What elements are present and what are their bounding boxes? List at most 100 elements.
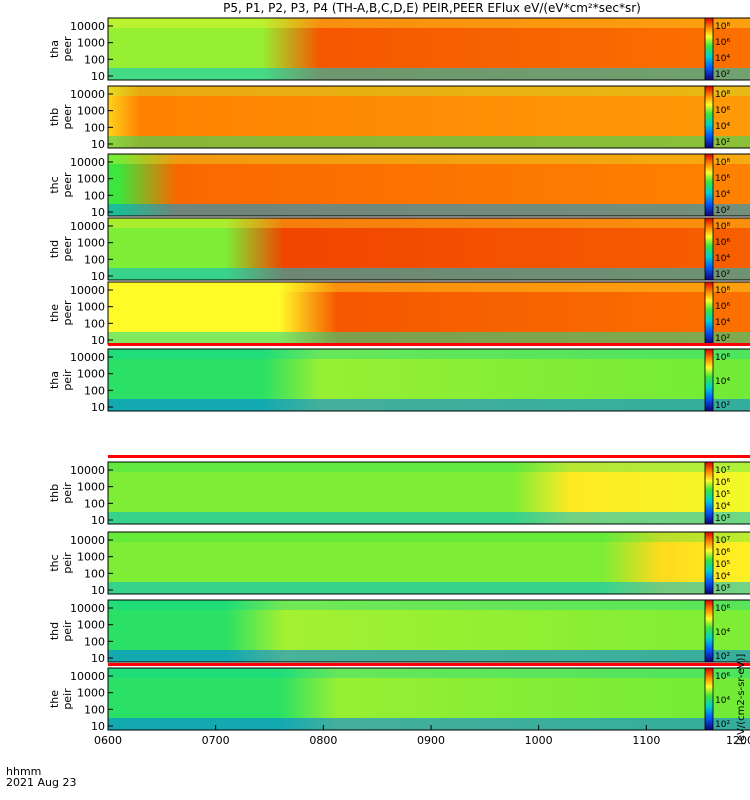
colorbar-tick-label: 10² [715,720,730,730]
high-energy-band [108,218,750,228]
colorbar-tick-label: 10⁷ [715,466,730,476]
colorbar-tick-label: 10² [715,70,730,80]
y-tick-label: 100 [84,253,105,266]
colorbar [704,281,714,345]
colorbar-tick-label: 10⁶ [715,106,730,116]
colorbar [704,667,714,731]
x-tick-label: 1100 [632,734,660,747]
colorbar-tick-label: 10⁴ [715,54,730,64]
panel-label: thdpeir [48,620,74,642]
panel-label-type: peer [61,36,74,62]
chart-title: P5, P1, P2, P3, P4 (TH-A,B,C,D,E) PEIR,P… [223,1,641,15]
colorbar-tick-label: 10² [715,270,730,280]
y-tick-label: 100 [84,384,105,397]
panel-frame [107,85,750,149]
panel-thc-peer: 10 100 1000 10000 thcpeer 10⁸ 10⁶ 10⁴ 10² [48,153,750,219]
high-energy-band [108,532,750,542]
low-energy-band [108,582,750,594]
panel-label-type: peir [61,620,74,642]
colorbar-tick-label: 10⁴ [715,502,730,512]
separator-tha-thb [108,455,750,458]
panel-frame [107,17,750,81]
panel-label: thapeer [48,36,74,62]
y-tick-label: 10 [91,206,105,219]
x-tick-label: 0800 [309,734,337,747]
high-energy-band [108,349,750,359]
high-energy-band [108,282,750,292]
colorbar-tick-label: 10⁴ [715,628,730,638]
low-energy-band [108,136,750,148]
x-tick-label: 1200 [726,734,750,747]
spectrogram-panels: 10100100010000thapeer10⁸10⁶10⁴10²1010010… [48,17,750,733]
x-axis-label: hhmm [6,765,42,778]
panel-label: thapeir [48,369,74,391]
high-energy-band [108,668,750,678]
separator-peer-peir [108,343,750,346]
y-tick-label: 10000 [70,220,105,233]
y-tick-label: 1000 [77,105,105,118]
y-tick-label: 1000 [77,301,105,314]
time-axis: 0600 0700 0800 0900 1000 1100 1200 [94,725,750,747]
panel-label-type: peir [61,688,74,710]
colorbar-tick-label: 10⁴ [715,318,730,328]
colorbar-tick-label: 10⁶ [715,478,730,488]
colorbar-tick-label: 10⁶ [715,38,730,48]
colorbar [704,85,714,149]
y-tick-label: 10 [91,584,105,597]
colorbar-tick-label: 10⁶ [715,353,730,363]
colorbar-unit-label: [eV/(cm2-s-sr-eV)] [736,654,747,745]
y-tick-label: 1000 [77,551,105,564]
y-tick-label: 10000 [70,670,105,683]
colorbar [704,531,714,595]
panel-frame [107,217,750,281]
y-tick-label: 10 [91,514,105,527]
panel-label-probe: tha [48,371,61,389]
panel-label-probe: tha [48,40,61,58]
panel-thc-peir: 10 100 1000 10000 thcpeir 10⁷ 10⁶ 10⁵ 10⁴ 10³ [48,531,750,597]
x-tick-label: 0600 [94,734,122,747]
panel-label: thepeer [48,300,74,326]
panel-label-probe: thd [48,622,61,640]
colorbar-tick-label: 10⁵ [715,490,730,500]
panel-label-probe: thb [48,484,61,502]
colorbar-tick-label: 10² [715,138,730,148]
colorbar-tick-label: 10⁶ [715,174,730,184]
panel-label-type: peir [61,552,74,574]
x-tick-label: 0700 [202,734,230,747]
colorbar [704,461,714,525]
colorbar [704,153,714,217]
low-energy-band [108,204,750,216]
colorbar-tick-label: 10⁶ [715,302,730,312]
high-energy-band [108,86,750,96]
y-tick-label: 1000 [77,237,105,250]
colorbar-tick-label: 10⁸ [715,22,730,32]
low-energy-band [108,512,750,524]
y-tick-label: 100 [84,189,105,202]
panel-label: thbpeir [48,482,74,504]
colorbar-tick-label: 10⁴ [715,254,730,264]
panel-label-type: peer [61,300,74,326]
colorbar-tick-label: 10² [715,206,730,216]
panel-label-probe: the [48,304,61,322]
colorbar-tick-label: 10⁷ [715,536,730,546]
high-energy-band [108,462,750,472]
panel-label-probe: thd [48,240,61,258]
colorbar-tick-label: 10³ [715,514,730,524]
colorbar-tick-label: 10⁴ [715,572,730,582]
panel-label-type: peir [61,369,74,391]
colorbar-tick-label: 10⁴ [715,696,730,706]
y-tick-label: 100 [84,121,105,134]
panel-the-peir: 10 100 1000 10000 thepeir 10⁶ 10⁴ 10² [48,667,750,733]
panel-label: thepeir [48,688,74,710]
colorbar-tick-label: 10⁶ [715,604,730,614]
low-energy-band [108,650,750,662]
y-tick-label: 10 [91,138,105,151]
panel-label: thbpeer [48,104,74,130]
colorbar-tick-label: 10⁶ [715,238,730,248]
date-label: 2021 Aug 23 [6,776,77,789]
panel-tha-peer: 10 100 1000 10000 thapeer 10⁸ 10⁶ 10⁴ 10² [48,17,750,83]
panel-thb-peer: 10 100 1000 10000 thbpeer 10⁸ 10⁶ 10⁴ 10² [48,85,750,151]
panel-label-probe: thc [48,554,61,571]
panel-frame [107,461,750,525]
y-tick-label: 1000 [77,173,105,186]
